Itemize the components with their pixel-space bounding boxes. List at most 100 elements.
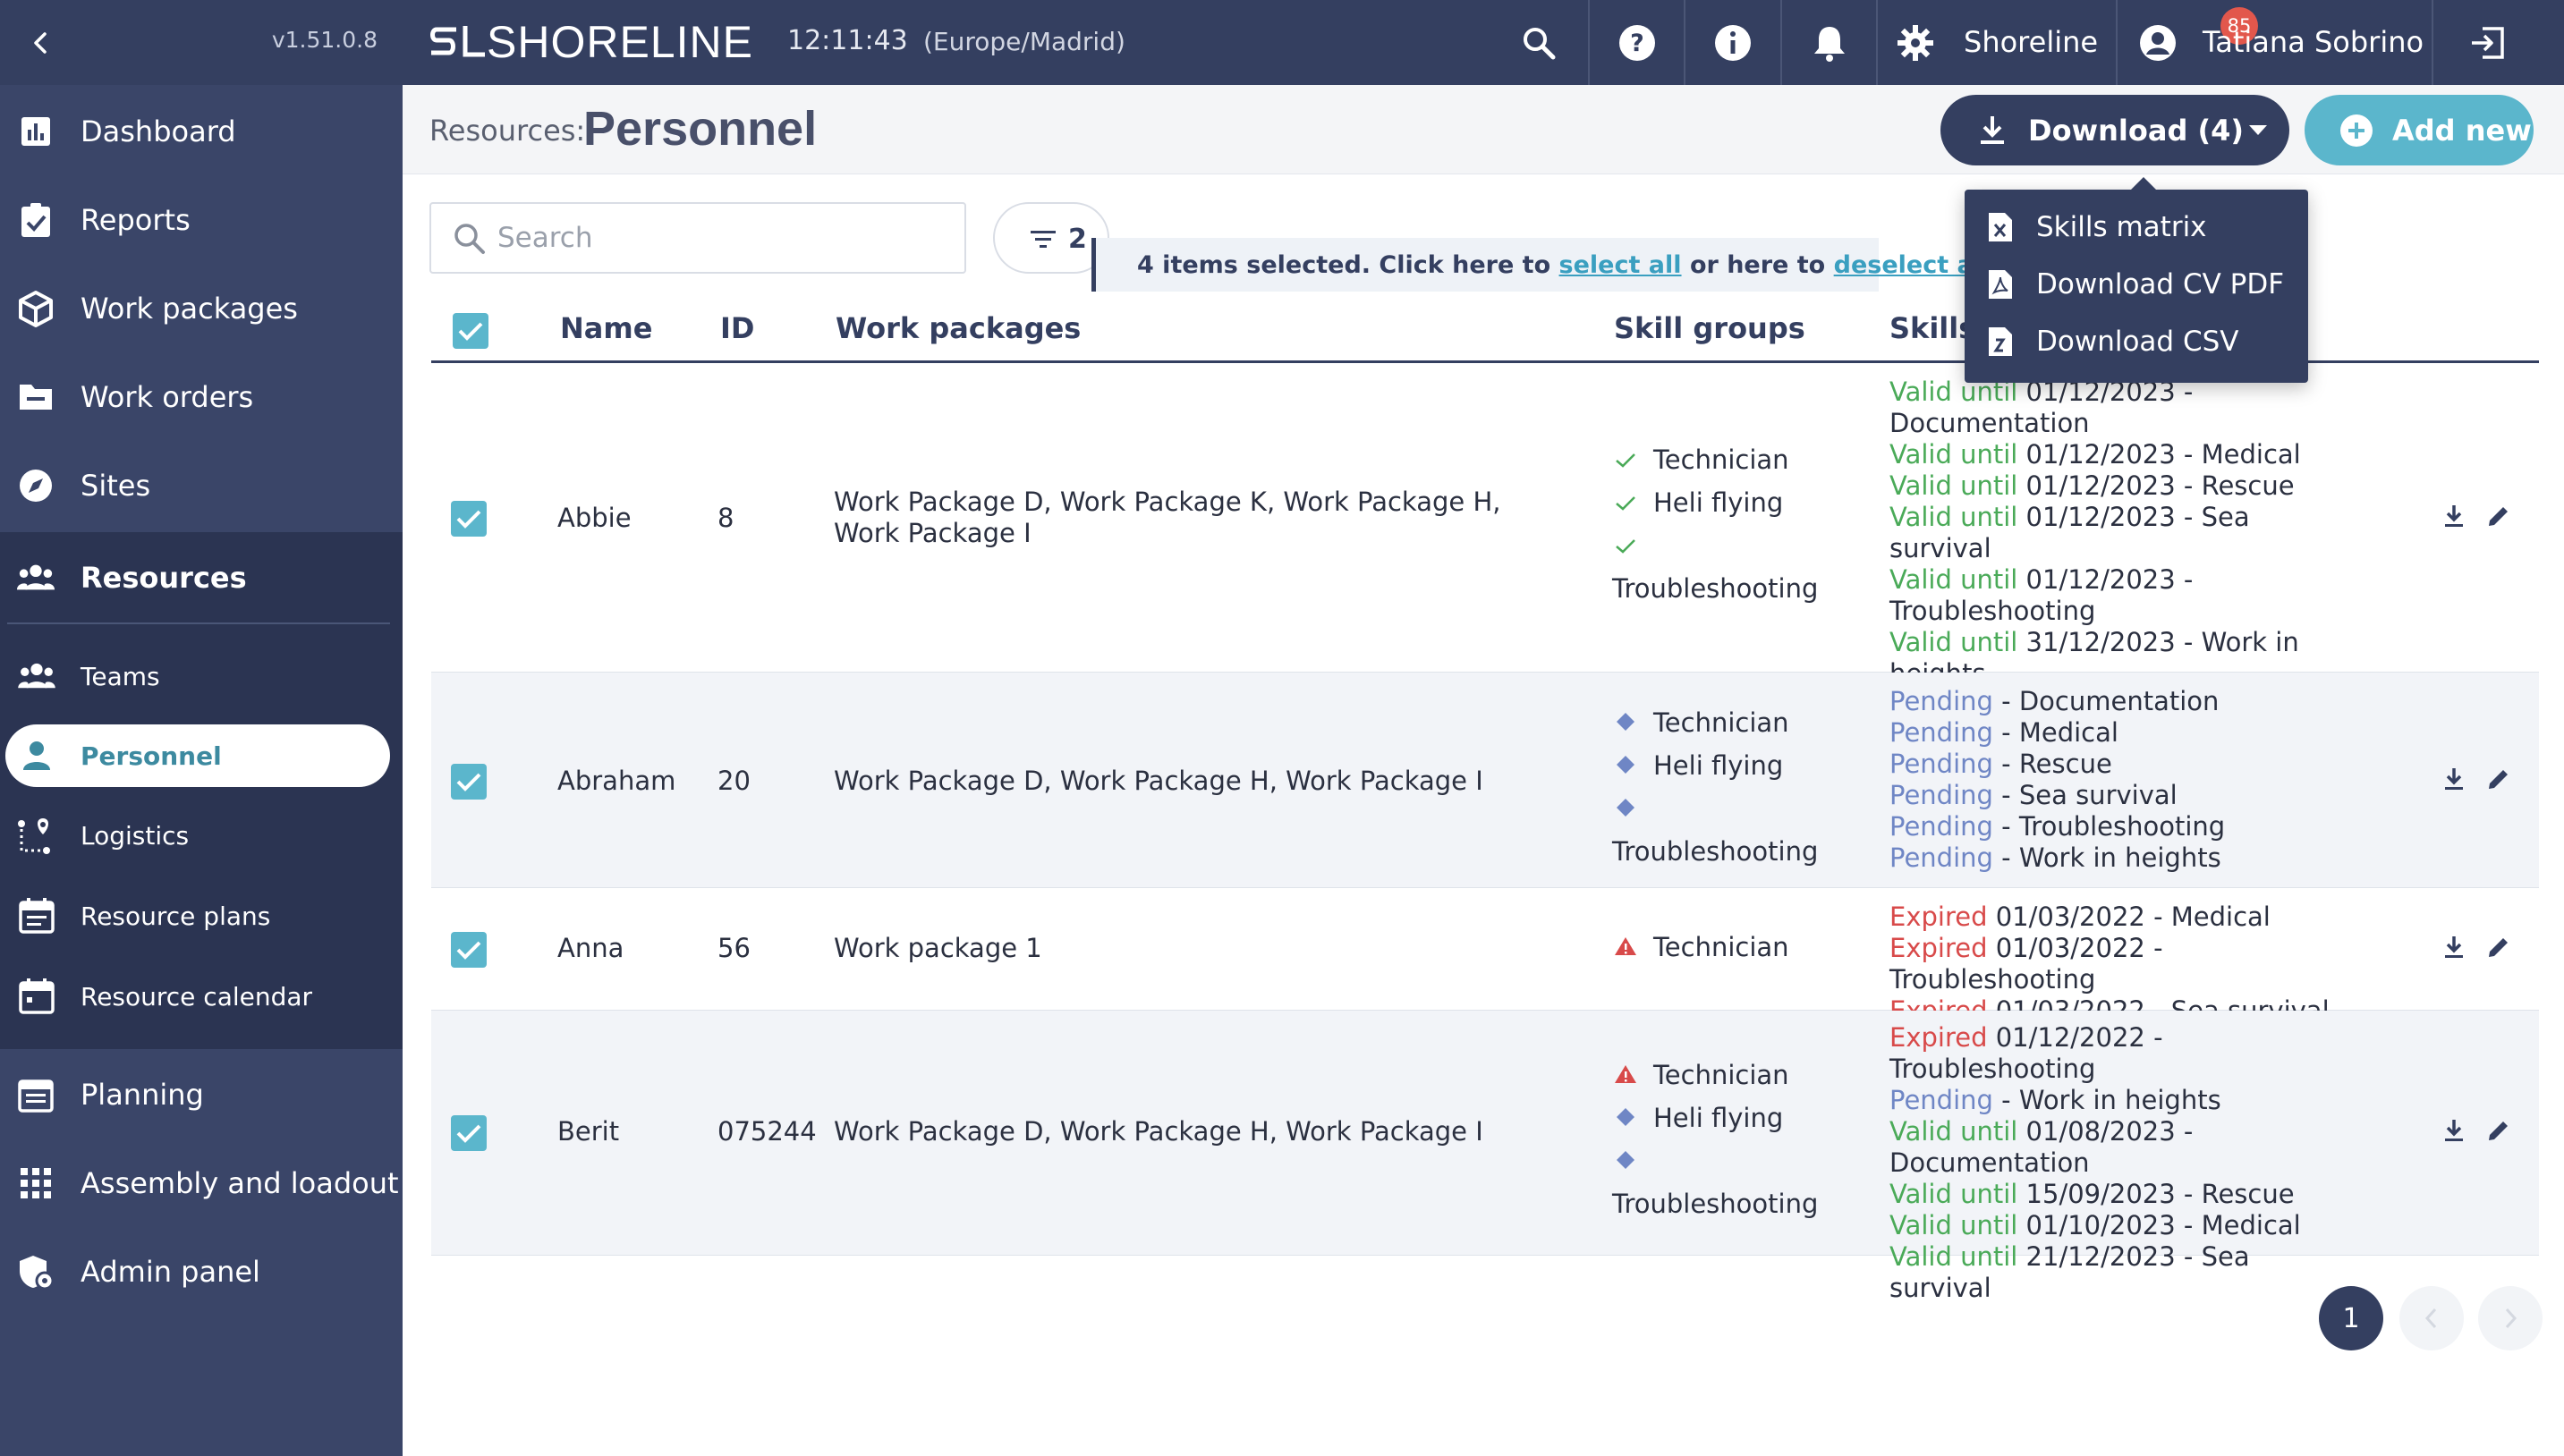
row-checkbox[interactable]	[451, 932, 487, 968]
search-input[interactable]	[497, 220, 945, 256]
column-header-work-packages[interactable]: Work packages	[836, 311, 1082, 345]
user-avatar-icon	[2140, 24, 2176, 61]
top-bar: SHORELINE 12:11:43 (Europe/Madrid) ? 85 …	[403, 0, 2564, 85]
logout-button[interactable]	[2438, 0, 2536, 85]
column-header-skills[interactable]: Skills	[1889, 311, 1976, 345]
skill-entry: Pending - Troubleshooting	[1889, 811, 2226, 842]
list-icon	[16, 1075, 55, 1114]
sidebar-item-resource-calendar[interactable]: Resource calendar	[0, 961, 403, 1032]
help-button[interactable]: ?	[1592, 0, 1682, 85]
organization-menu[interactable]	[1879, 0, 2156, 85]
row-checkbox[interactable]	[451, 1115, 487, 1151]
table-row[interactable]: Abbie 8 Work Package D, Work Package K, …	[431, 363, 2539, 689]
column-header-id[interactable]: ID	[720, 311, 755, 345]
brand-logo[interactable]: SHORELINE	[429, 17, 753, 67]
download-row-button[interactable]	[2441, 766, 2467, 792]
cell-work-packages: Work Package D, Work Package H, Work Pac…	[834, 1116, 1483, 1147]
pdf-file-icon	[1984, 267, 2016, 302]
add-new-button[interactable]: Add new	[2305, 95, 2534, 165]
menu-item-skills-matrix[interactable]: Skills matrix	[1965, 199, 2308, 256]
table-row[interactable]: Abraham 20 Work Package D, Work Package …	[431, 673, 2539, 888]
download-icon	[2445, 768, 2463, 790]
divider	[1780, 0, 1782, 85]
skill-entry: Expired 01/03/2022 - Medical	[1889, 902, 2271, 932]
sidebar-item-admin-panel[interactable]: Admin panel	[0, 1227, 403, 1316]
skill-entry: Valid until 01/08/2023 - Documentation	[1889, 1116, 2194, 1178]
sidebar-item-label: Dashboard	[81, 114, 236, 148]
sidebar-item-resources[interactable]: Resources	[0, 533, 403, 622]
sidebar-item-teams[interactable]: Teams	[0, 640, 403, 712]
sidebar-item-personnel[interactable]: Personnel	[0, 720, 403, 791]
download-icon	[1981, 115, 2004, 144]
next-page-button[interactable]	[2478, 1286, 2543, 1350]
filter-icon	[1031, 231, 1056, 248]
select-all-link[interactable]: select all	[1558, 250, 1682, 279]
download-menu: Skills matrix Download CV PDF Download C…	[1965, 177, 2308, 383]
row-checkbox[interactable]	[451, 501, 487, 537]
edit-row-button[interactable]	[2485, 1117, 2512, 1144]
info-button[interactable]	[1688, 0, 1778, 85]
table-row[interactable]: Berit 075244 Work Package D, Work Packag…	[431, 1011, 2539, 1303]
skill-entry: Expired 01/03/2022 - Troubleshooting	[1889, 933, 2163, 995]
csv-file-icon	[1984, 324, 2016, 360]
sidebar-item-logistics[interactable]: Logistics	[0, 800, 403, 871]
calendar-icon	[16, 896, 57, 935]
sidebar-item-sites[interactable]: Sites	[0, 441, 403, 529]
search-button[interactable]	[1503, 0, 1575, 85]
divider	[2432, 0, 2433, 85]
table-row[interactable]: Anna 56 Work package 1 Technician Expire…	[431, 888, 2539, 1026]
grid-icon	[16, 1164, 55, 1203]
sidebar-item-work-orders[interactable]: Work orders	[0, 352, 403, 441]
cell-skill-groups: Technician Heli flying Troubleshooting	[1612, 438, 1818, 610]
download-button-label: Download (4)	[2028, 113, 2244, 148]
sidebar-item-dashboard[interactable]: Dashboard	[0, 87, 403, 175]
cell-skill-groups: Technician Heli flying Troubleshooting	[1612, 1054, 1818, 1225]
column-header-name[interactable]: Name	[560, 311, 653, 345]
filter-count: 2	[1068, 224, 1087, 255]
route-icon	[16, 816, 57, 855]
edit-row-button[interactable]	[2485, 934, 2512, 961]
download-button[interactable]: Download (4)	[1940, 95, 2289, 165]
column-header-skill-groups[interactable]: Skill groups	[1614, 311, 1805, 345]
sidebar-item-resource-plans[interactable]: Resource plans	[0, 880, 403, 952]
sidebar-item-label: Resource plans	[81, 901, 271, 931]
download-row-button[interactable]	[2441, 934, 2467, 961]
page-button-current[interactable]: 1	[2319, 1286, 2383, 1350]
menu-item-download-csv[interactable]: Download CSV	[1965, 313, 2308, 370]
skill-group-item: Heli flying	[1612, 481, 1818, 524]
sidebar-item-work-packages[interactable]: Work packages	[0, 264, 403, 352]
skill-group-item: Technician	[1612, 1054, 1818, 1096]
user-menu[interactable]	[2120, 0, 2380, 85]
sidebar-item-assembly-and-loadout[interactable]: Assembly and loadout	[0, 1139, 403, 1227]
check-icon	[456, 941, 481, 960]
download-icon	[2445, 936, 2463, 958]
filter-button[interactable]: 2	[993, 202, 1109, 274]
download-row-button[interactable]	[2441, 1117, 2467, 1144]
notifications-button[interactable]	[1785, 0, 1874, 85]
person-icon	[16, 736, 57, 775]
skill-entry: Pending - Sea survival	[1889, 780, 2178, 810]
previous-page-button[interactable]	[2399, 1286, 2464, 1350]
cell-name: Anna	[557, 933, 624, 963]
calendar-icon	[16, 977, 57, 1016]
cell-id: 56	[717, 933, 751, 963]
search-icon	[454, 224, 485, 254]
sidebar-item-planning[interactable]: Planning	[0, 1050, 403, 1139]
pencil-icon	[2489, 770, 2508, 789]
cell-id: 20	[717, 766, 751, 796]
check-icon	[456, 1124, 481, 1143]
deselect-all-link[interactable]: deselect all	[1833, 250, 1991, 279]
cell-skill-groups: Technician	[1612, 926, 1789, 969]
sidebar-submenu	[0, 532, 403, 1049]
cell-work-packages: Work package 1	[834, 933, 1042, 963]
edit-row-button[interactable]	[2485, 766, 2512, 792]
chevron-left-icon[interactable]	[23, 25, 59, 61]
download-row-button[interactable]	[2441, 503, 2467, 529]
logout-icon	[2472, 26, 2504, 59]
edit-row-button[interactable]	[2485, 503, 2512, 529]
sidebar-item-reports[interactable]: Reports	[0, 175, 403, 264]
menu-item-label: Download CV PDF	[2036, 268, 2285, 301]
menu-item-download-cv-pdf[interactable]: Download CV PDF	[1965, 256, 2308, 313]
row-checkbox[interactable]	[451, 764, 487, 800]
select-all-checkbox[interactable]	[453, 313, 488, 349]
